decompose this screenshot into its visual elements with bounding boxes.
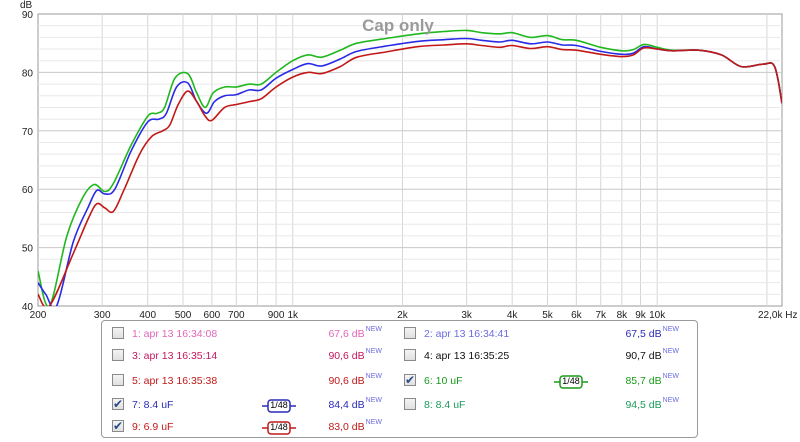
legend-item: 4: apr 13 16:35:25 90,7 dBNEW xyxy=(404,346,684,366)
legend-item-label: 6: 10 uF xyxy=(424,375,463,387)
legend-item: 7: 8.4 uF 1/48 84,4 dBNEW xyxy=(112,394,392,415)
new-badge: NEW xyxy=(365,397,382,404)
x-tick-label: 500 xyxy=(175,310,192,321)
y-axis-label: dB xyxy=(20,0,33,11)
series-line xyxy=(38,29,782,306)
legend-item: 9: 6.9 uF 1/48 83,0 dBNEW xyxy=(112,416,392,437)
new-badge: NEW xyxy=(365,326,382,333)
x-tick-label: 4k xyxy=(507,310,519,321)
grid-lines xyxy=(38,14,782,306)
legend-item-label: 2: apr 13 16:34:41 xyxy=(424,328,510,340)
x-tick-label: 8k xyxy=(617,310,629,321)
legend-item-value: 85,7 dB xyxy=(625,375,662,387)
legend-item: 3: apr 13 16:35:14 90,6 dBNEW xyxy=(112,346,392,366)
new-badge: NEW xyxy=(365,348,382,355)
x-tick-label: 1k xyxy=(287,310,299,321)
new-badge: NEW xyxy=(662,373,679,380)
x-tick-label: 22,0k Hz xyxy=(758,310,797,321)
legend-item: 6: 10 uF 1/48 85,7 dBNEW xyxy=(404,370,684,391)
y-tick-label: 70 xyxy=(22,127,34,138)
x-axis-ticks: 200 300 400 500 600 700 900 1k 2k 3k 4k 5k 6k 7k 8k 9k 1… xyxy=(30,310,798,321)
new-badge: NEW xyxy=(662,348,679,355)
y-axis-ticks: 40 50 60 70 80 90 xyxy=(22,10,34,313)
x-tick-label: 10k xyxy=(649,310,666,321)
legend-item-value: 90,7 dB xyxy=(625,350,662,362)
x-tick-label: 5k xyxy=(542,310,554,321)
legend-item-value: 90,6 dB xyxy=(328,375,365,387)
y-tick-label: 40 xyxy=(22,302,34,313)
x-tick-label: 900 xyxy=(268,310,285,321)
legend-checkbox[interactable] xyxy=(112,349,124,361)
series-lines xyxy=(38,29,782,306)
legend-checkbox[interactable] xyxy=(112,327,124,339)
x-tick-label: 700 xyxy=(228,310,245,321)
x-tick-label: 6k xyxy=(571,310,583,321)
x-tick-label: 200 xyxy=(30,310,47,321)
legend-checkbox[interactable] xyxy=(404,327,416,339)
legend-item-label: 9: 6.9 uF xyxy=(132,421,174,433)
smoothing-label: 1/48 xyxy=(562,376,580,386)
new-badge: NEW xyxy=(662,397,679,404)
legend-item-value: 94,5 dB xyxy=(625,399,662,411)
new-badge: NEW xyxy=(365,373,382,380)
legend-checkbox[interactable] xyxy=(404,370,416,390)
legend-item-value: 83,0 dB xyxy=(328,421,365,433)
legend-item-label: 5: apr 13 16:35:38 xyxy=(132,375,218,387)
x-tick-label: 300 xyxy=(94,310,111,321)
series-line xyxy=(38,37,782,306)
y-tick-label: 60 xyxy=(22,185,34,196)
legend-checkbox[interactable] xyxy=(404,349,416,361)
legend-item: 5: apr 13 16:35:38 90,6 dBNEW xyxy=(112,371,392,391)
smoothing-badge[interactable]: 1/48 xyxy=(554,375,588,389)
new-badge: NEW xyxy=(662,326,679,333)
legend-item-label: 8: 8.4 uF xyxy=(424,399,466,411)
x-tick-label: 9k xyxy=(635,310,647,321)
x-tick-label: 600 xyxy=(204,310,221,321)
legend-item: 2: apr 13 16:34:41 67,5 dBNEW xyxy=(404,324,684,344)
smoothing-badge[interactable]: 1/48 xyxy=(262,421,296,435)
x-tick-label: 2k xyxy=(397,310,409,321)
legend-checkbox[interactable] xyxy=(404,398,416,410)
legend-item-value: 67,5 dB xyxy=(625,328,662,340)
legend-item-label: 4: apr 13 16:35:25 xyxy=(424,350,510,362)
y-tick-label: 90 xyxy=(22,10,34,21)
smoothing-label: 1/48 xyxy=(270,400,288,410)
legend-item: 8: 8.4 uF 94,5 dBNEW xyxy=(404,395,684,415)
legend-item-value: 67,6 dB xyxy=(328,328,365,340)
x-tick-label: 7k xyxy=(595,310,607,321)
legend-checkbox[interactable] xyxy=(112,374,124,386)
smoothing-badge[interactable]: 1/48 xyxy=(262,399,296,413)
frequency-response-chart: 40 50 60 70 80 90 200 300 400 500 600 700 900 1k 2k 3k… xyxy=(20,0,798,321)
legend-item-label: 3: apr 13 16:35:14 xyxy=(132,350,218,362)
smoothing-label: 1/48 xyxy=(270,422,288,432)
x-tick-label: 400 xyxy=(139,310,156,321)
legend-checkbox[interactable] xyxy=(112,416,124,436)
legend-panel: 1: apr 13 16:34:08 67,6 dBNEW 2: apr 13 16… xyxy=(101,320,698,438)
legend-item-label: 1: apr 13 16:34:08 xyxy=(132,328,218,340)
legend-item-label: 7: 8.4 uF xyxy=(132,399,174,411)
legend-item-value: 84,4 dB xyxy=(328,399,365,411)
x-tick-label: 3k xyxy=(461,310,473,321)
chart-title: Cap only xyxy=(362,16,434,35)
legend-checkbox[interactable] xyxy=(112,394,124,414)
y-tick-label: 80 xyxy=(22,68,34,79)
series-line xyxy=(38,42,782,306)
new-badge: NEW xyxy=(365,419,382,426)
y-tick-label: 50 xyxy=(22,244,34,255)
legend-item-value: 90,6 dB xyxy=(328,350,365,362)
plot-area xyxy=(37,13,783,307)
legend-item: 1: apr 13 16:34:08 67,6 dBNEW xyxy=(112,324,392,344)
